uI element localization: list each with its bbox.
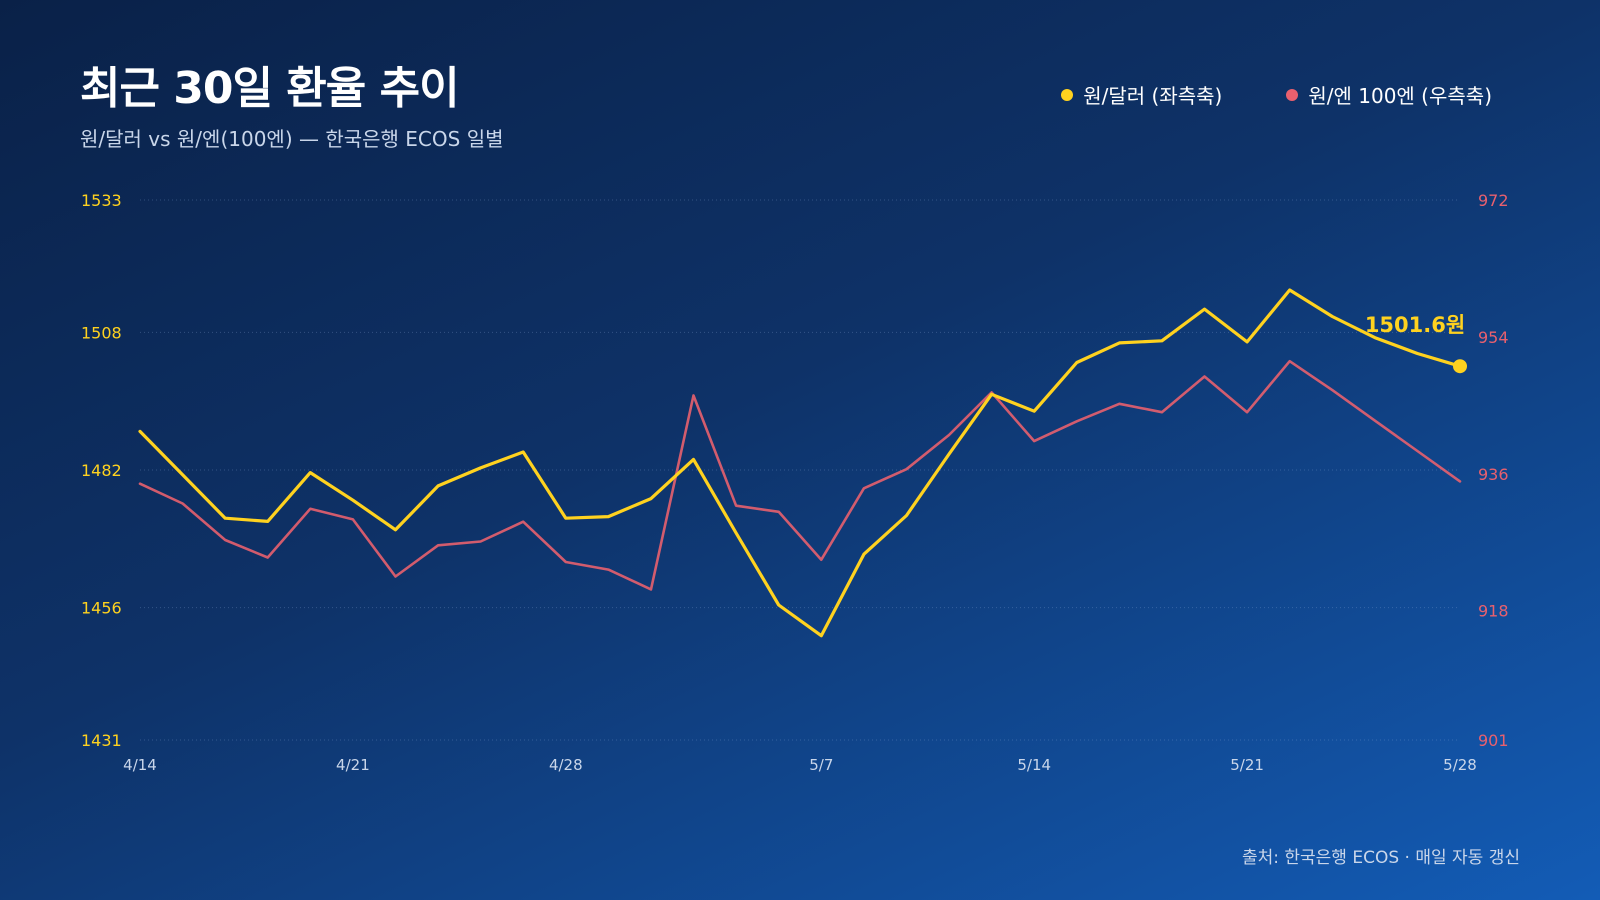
last-point-marker (1453, 359, 1467, 374)
y-right-tick-label: 954 (1478, 328, 1509, 347)
page-title: 최근 30일 환율 추이 (80, 63, 460, 114)
x-tick-label: 4/14 (123, 756, 157, 774)
x-tick-label: 4/21 (336, 756, 370, 774)
y-right-tick-label: 918 (1478, 602, 1509, 621)
x-tick-label: 5/21 (1230, 756, 1264, 774)
legend-label-jpy: 원/엔 100엔 (우측축) (1308, 84, 1492, 108)
legend-label-usd: 원/달러 (좌측축) (1083, 84, 1223, 108)
y-left-tick-label: 1482 (81, 461, 122, 480)
legend-item-jpy: 원/엔 100엔 (우측축) (1286, 80, 1492, 109)
source-note: 출처: 한국은행 ECOS · 매일 자동 갱신 (1241, 848, 1520, 868)
y-left-tick-label: 1533 (81, 191, 122, 210)
x-tick-label: 5/7 (809, 756, 833, 774)
x-tick-label: 5/28 (1443, 756, 1477, 774)
x-tick-label: 4/28 (549, 756, 583, 774)
legend-dot-usd (1061, 88, 1074, 101)
y-left-tick-label: 1508 (81, 323, 122, 342)
chart-legend: 원/달러 (좌측축) 원/엔 100엔 (우측축) (1061, 80, 1492, 109)
legend-item-usd: 원/달러 (좌측축) (1061, 80, 1222, 109)
y-right-tick-label: 901 (1478, 731, 1509, 750)
x-tick-label: 5/14 (1017, 756, 1051, 774)
y-left-tick-label: 1431 (81, 731, 122, 750)
page-subtitle: 원/달러 vs 원/엔(100엔) — 한국은행 ECOS 일별 (80, 127, 504, 151)
y-left-tick-label: 1456 (81, 599, 122, 618)
last-value-label: 1501.6원 (1365, 313, 1465, 337)
legend-dot-jpy (1286, 88, 1299, 101)
series-line-usd (138, 288, 1462, 638)
series-line-jpy (138, 359, 1462, 591)
y-right-tick-label: 936 (1478, 465, 1509, 484)
y-right-tick-label: 972 (1478, 191, 1509, 210)
